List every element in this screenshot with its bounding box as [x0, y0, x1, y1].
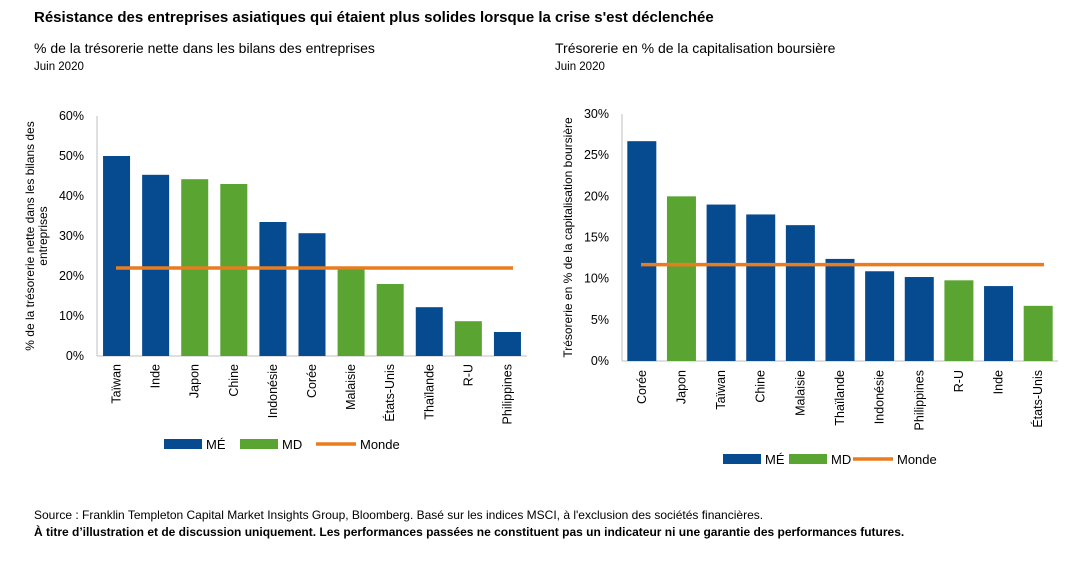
x-category-label: Thaïlande — [833, 370, 847, 426]
x-category-label: États-Unis — [1030, 370, 1045, 428]
y-tick-label: 20% — [59, 269, 84, 283]
y-tick-label: 0% — [66, 349, 84, 363]
x-category-label: Taïwan — [110, 364, 124, 404]
bar-2-5 — [785, 225, 815, 361]
x-category-label: R-U — [461, 364, 475, 386]
bar-2-10 — [984, 286, 1014, 361]
y-axis-title: Trésorerie en % de la capitalisation bou… — [561, 117, 575, 358]
legend-swatch-md — [789, 454, 827, 464]
x-category-label: Malaisie — [344, 364, 358, 410]
y-tick-label: 60% — [59, 109, 84, 123]
y-tick-label: 15% — [584, 231, 609, 245]
x-category-label: Corée — [305, 364, 319, 398]
y-axis-title: % de la trésorerie nette dans les bilans… — [23, 121, 50, 350]
disclaimer-note: À titre d’illustration et de discussion … — [34, 525, 905, 539]
bar-1-4 — [220, 184, 248, 356]
chart1-subtitle: Juin 2020 — [34, 61, 84, 73]
x-category-label: Malaisie — [793, 370, 807, 416]
bar-2-1 — [627, 141, 657, 361]
x-category-label: Japon — [674, 370, 688, 404]
bar-2-8 — [904, 277, 934, 361]
legend-swatch-me — [164, 439, 202, 449]
x-category-label: Indonésie — [266, 364, 280, 418]
legend-label: MÉ — [765, 452, 785, 467]
x-category-label: Chine — [227, 364, 241, 397]
y-tick-label: 40% — [59, 189, 84, 203]
bar-2-3 — [706, 204, 736, 361]
x-category-label: Inde — [992, 370, 1006, 394]
y-tick-label: 50% — [59, 149, 84, 163]
bar-1-11 — [493, 332, 521, 356]
chart1-title: % de la trésorerie nette dans les bilans… — [34, 40, 375, 56]
legend-label: MD — [282, 437, 302, 452]
y-tick-label: 5% — [591, 313, 609, 327]
bar-2-2 — [666, 196, 696, 361]
legend-label: Monde — [897, 452, 937, 467]
y-tick-label: 10% — [584, 272, 609, 286]
x-category-label: Chine — [754, 370, 768, 403]
page-title: Résistance des entreprises asiatiques qu… — [34, 9, 714, 26]
y-tick-label: 20% — [584, 189, 609, 203]
chart2-title: Trésorerie en % de la capitalisation bou… — [555, 40, 836, 56]
bar-1-6 — [298, 233, 326, 356]
y-tick-label: 10% — [59, 309, 84, 323]
bar-2-11 — [1023, 305, 1053, 361]
bar-2-6 — [825, 258, 855, 361]
x-category-label: Inde — [149, 364, 163, 388]
bar-2-7 — [865, 271, 895, 361]
x-category-label: Corée — [635, 370, 649, 404]
bar-2-4 — [746, 214, 776, 361]
bar-1-10 — [454, 321, 482, 356]
x-category-label: États-Unis — [382, 364, 397, 422]
bar-2-9 — [944, 280, 974, 361]
legend-label: MD — [831, 452, 851, 467]
source-note: Source : Franklin Templeton Capital Mark… — [34, 508, 764, 522]
bar-1-8 — [376, 284, 404, 356]
bar-1-9 — [415, 307, 443, 356]
x-category-label: Thaïlande — [422, 364, 436, 420]
y-tick-label: 30% — [59, 229, 84, 243]
chart2-subtitle: Juin 2020 — [555, 61, 605, 73]
x-category-label: Indonésie — [873, 370, 887, 424]
y-tick-label: 0% — [591, 354, 609, 368]
x-category-label: R-U — [952, 370, 966, 392]
legend-swatch-me — [723, 454, 761, 464]
legend-label: MÉ — [206, 437, 226, 452]
bar-1-1 — [103, 156, 131, 356]
bar-1-5 — [259, 222, 287, 356]
x-category-label: Philippines — [500, 364, 514, 424]
bar-1-2 — [142, 174, 170, 356]
y-tick-label: 25% — [584, 148, 609, 162]
x-category-label: Taïwan — [714, 370, 728, 410]
x-category-label: Philippines — [912, 370, 926, 430]
legend-swatch-md — [240, 439, 278, 449]
bar-1-7 — [337, 268, 365, 356]
charts-canvas: 0% 10% 20% 30% 40% 50% 60% Taïwan Inde Japon Chine… — [23, 107, 1058, 467]
x-category-label: Japon — [188, 364, 202, 398]
y-tick-label: 30% — [584, 107, 609, 121]
legend-label: Monde — [360, 437, 400, 452]
